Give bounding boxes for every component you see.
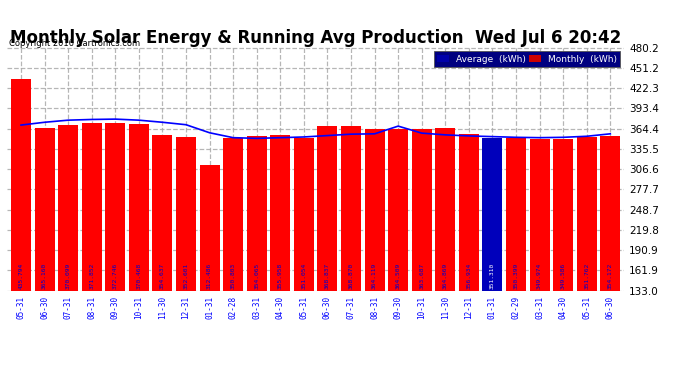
Bar [459,134,479,291]
Bar [317,126,337,291]
Text: 312.486: 312.486 [207,262,212,288]
Text: 349.586: 349.586 [561,262,566,288]
Bar [223,138,243,291]
Text: 364.119: 364.119 [372,262,377,288]
Text: 356.934: 356.934 [466,262,471,288]
Text: 372.746: 372.746 [113,262,118,288]
Text: 364.869: 364.869 [443,262,448,288]
Text: 350.803: 350.803 [230,262,236,288]
Text: 364.509: 364.509 [395,262,401,288]
Bar [364,129,384,291]
Bar [58,124,78,291]
Bar [553,139,573,291]
Text: 354.637: 354.637 [160,262,165,288]
Bar [199,165,219,291]
Bar [600,136,620,291]
Text: 354.172: 354.172 [608,262,613,288]
Bar [412,129,432,291]
Bar [247,136,267,291]
Text: 351.762: 351.762 [584,262,589,288]
Title: Monthly Solar Energy & Running Avg Production  Wed Jul 6 20:42: Monthly Solar Energy & Running Avg Produ… [10,29,621,47]
Text: 365.160: 365.160 [42,262,47,288]
Bar [388,129,408,291]
Bar [176,137,196,291]
Bar [506,138,526,291]
Bar [34,128,55,291]
Bar [435,128,455,291]
Text: 371.852: 371.852 [89,262,95,288]
Bar [81,123,101,291]
Text: 351.054: 351.054 [302,262,306,288]
Text: 351.310: 351.310 [490,262,495,288]
Bar [577,138,597,291]
Bar [106,123,126,291]
Text: 352.601: 352.601 [184,262,188,288]
Text: Copyright 2016 Cartronics.com: Copyright 2016 Cartronics.com [9,39,140,48]
Bar [482,138,502,291]
Text: 354.065: 354.065 [254,262,259,288]
Bar [294,138,314,291]
Text: 370.099: 370.099 [66,262,70,288]
Text: 350.399: 350.399 [513,262,518,288]
Legend: Average  (kWh), Monthly  (kWh): Average (kWh), Monthly (kWh) [434,51,620,67]
Text: 368.837: 368.837 [325,262,330,288]
Text: 370.468: 370.468 [137,262,141,288]
Text: 435.794: 435.794 [19,262,23,288]
Bar [341,126,361,291]
Text: 363.687: 363.687 [420,262,424,288]
Text: 349.974: 349.974 [537,262,542,288]
Bar [129,124,149,291]
Bar [270,135,290,291]
Bar [11,79,31,291]
Text: 368.870: 368.870 [348,262,353,288]
Text: 355.958: 355.958 [278,262,283,288]
Bar [152,135,172,291]
Bar [530,139,550,291]
